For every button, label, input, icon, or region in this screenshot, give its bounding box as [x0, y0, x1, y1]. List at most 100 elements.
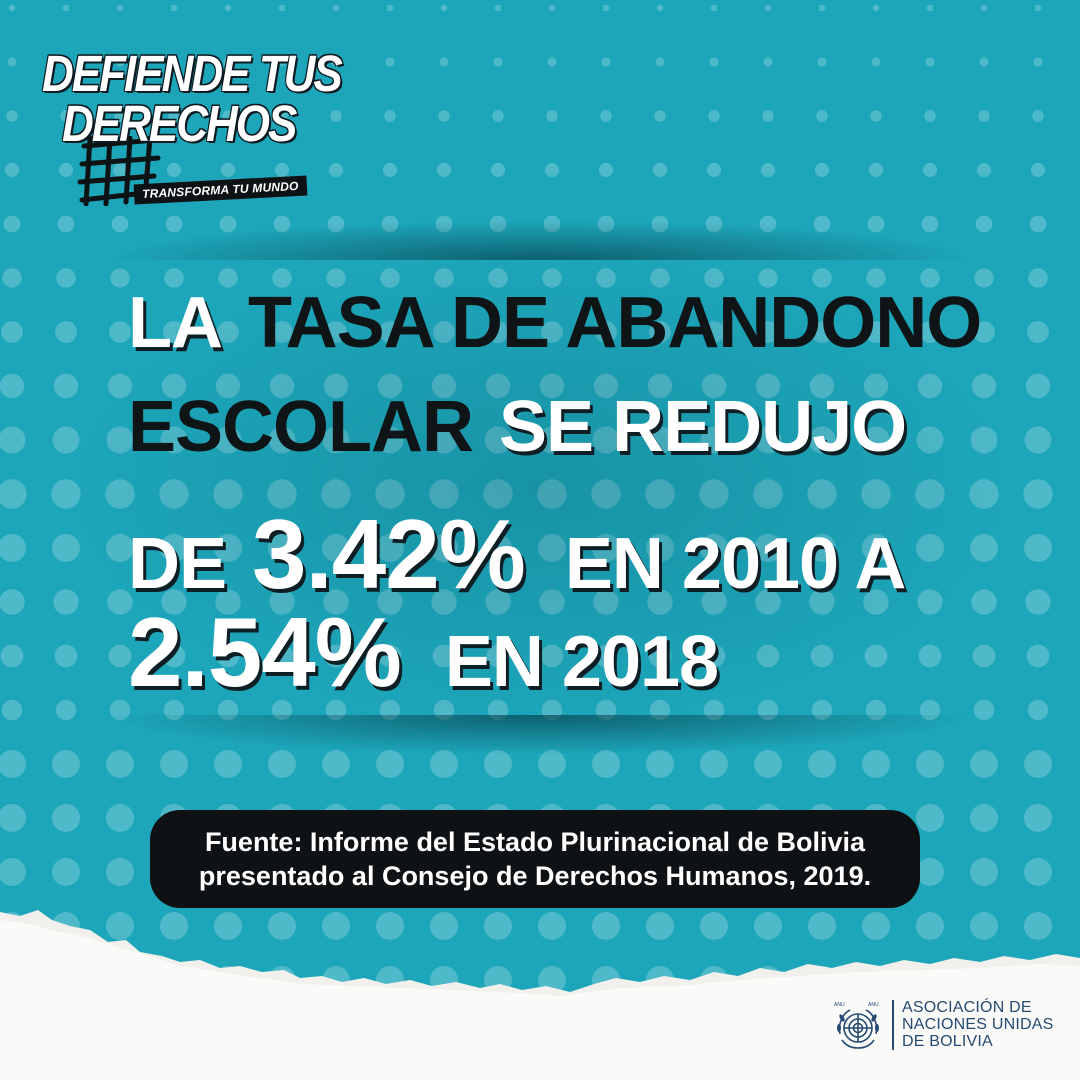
- background-dot: [700, 426, 728, 454]
- background-dot: [702, 644, 726, 668]
- headline-line-3: DE 3.42% EN 2010 A: [128, 498, 906, 611]
- background-dot: [592, 750, 620, 778]
- background-dot: [1, 321, 23, 343]
- background-dot: [434, 268, 454, 288]
- background-dot: [376, 426, 404, 454]
- background-dot: [1034, 4, 1042, 12]
- background-dot: [274, 162, 290, 178]
- background-dot: [1027, 321, 1049, 343]
- background-dot: [862, 426, 890, 454]
- background-dot: [817, 57, 827, 67]
- background-dot: [652, 162, 668, 178]
- org-name-line-1: ASOCIACIÓN DE: [902, 999, 1032, 1016]
- background-dot: [592, 426, 620, 454]
- headline-se-redujo: SE REDUJO: [499, 387, 907, 467]
- org-divider: [892, 1000, 894, 1050]
- background-dot: [870, 110, 882, 122]
- logo-title-line1: DEFIENDE TUS: [42, 46, 343, 103]
- background-dot: [271, 321, 293, 343]
- background-dot: [484, 750, 512, 778]
- background-dot: [60, 110, 72, 122]
- background-dot: [160, 750, 188, 778]
- background-dot: [917, 373, 943, 399]
- background-dot: [430, 750, 458, 778]
- source-citation: Fuente: Informe del Estado Plurinacional…: [150, 810, 920, 908]
- background-dot: [321, 479, 351, 509]
- grid-icon: [77, 136, 161, 206]
- background-dot: [1024, 804, 1052, 832]
- background-dot: [974, 268, 994, 288]
- background-dot: [430, 426, 458, 454]
- background-dot: [384, 110, 396, 122]
- background-dot: [538, 426, 566, 454]
- background-dot: [1029, 215, 1047, 233]
- background-dot: [863, 373, 889, 399]
- background-dot: [485, 589, 511, 615]
- background-dot: [215, 589, 241, 615]
- background-dot: [754, 912, 782, 940]
- background-dot: [375, 479, 405, 509]
- background-dot: [863, 589, 889, 615]
- background-dot: [916, 804, 944, 832]
- background-dot: [51, 479, 81, 509]
- background-dot: [269, 589, 295, 615]
- headline-en-2018: EN 2018: [444, 622, 719, 702]
- background-dot: [3, 215, 21, 233]
- background-dot: [386, 4, 394, 12]
- background-dot: [810, 644, 834, 668]
- rate-2018-value: 2.54%: [128, 597, 402, 707]
- background-dot: [970, 804, 998, 832]
- background-dot: [541, 321, 563, 343]
- background-dot: [385, 57, 395, 67]
- background-dot: [106, 534, 134, 562]
- background-dot: [1032, 110, 1044, 122]
- background-dot: [598, 162, 614, 178]
- background-dot: [54, 644, 78, 668]
- background-dot: [486, 644, 510, 668]
- defiende-tus-derechos-logo: DEFIENDE TUS DERECHOS TRANSFORMA TU MUND…: [36, 40, 343, 210]
- background-dot: [538, 534, 566, 562]
- background-dot: [324, 644, 348, 668]
- un-emblem-icon: ANU ANU: [834, 1002, 879, 1049]
- background-dot: [971, 373, 997, 399]
- background-dot: [699, 479, 729, 509]
- band-shadow-bottom: [100, 715, 980, 755]
- svg-text:ANU: ANU: [834, 1002, 845, 1008]
- background-dot: [916, 912, 944, 940]
- background-dot: [269, 373, 295, 399]
- background-dot: [818, 4, 826, 12]
- background-dot: [377, 589, 403, 615]
- background-dot: [278, 4, 286, 12]
- background-dot: [546, 110, 558, 122]
- background-dot: [110, 268, 130, 288]
- background-dot: [710, 4, 718, 12]
- background-dot: [650, 268, 670, 288]
- background-dot: [483, 479, 513, 509]
- background-dot: [926, 4, 934, 12]
- background-dot: [272, 268, 292, 288]
- torn-paper-edge: [0, 910, 1080, 1080]
- background-dot: [431, 373, 457, 399]
- background-dot: [701, 373, 727, 399]
- background-dot: [161, 589, 187, 615]
- background-dot: [52, 426, 80, 454]
- background-dot: [169, 57, 179, 67]
- background-dot: [593, 373, 619, 399]
- background-dot: [920, 268, 940, 288]
- background-dot: [709, 57, 719, 67]
- background-dot: [492, 110, 504, 122]
- background-dot: [862, 912, 890, 940]
- background-dot: [430, 534, 458, 562]
- background-dot: [762, 110, 774, 122]
- background-dot: [656, 4, 664, 12]
- background-dot: [487, 321, 509, 343]
- headline-de: DE: [128, 524, 227, 604]
- background-dot: [436, 162, 452, 178]
- background-dot: [925, 57, 935, 67]
- background-dot: [106, 750, 134, 778]
- background-dot: [754, 426, 782, 454]
- background-dot: [754, 534, 782, 562]
- headline-line-4: 2.54% EN 2018: [128, 596, 719, 709]
- background-dot: [916, 858, 944, 886]
- background-dot: [594, 644, 618, 668]
